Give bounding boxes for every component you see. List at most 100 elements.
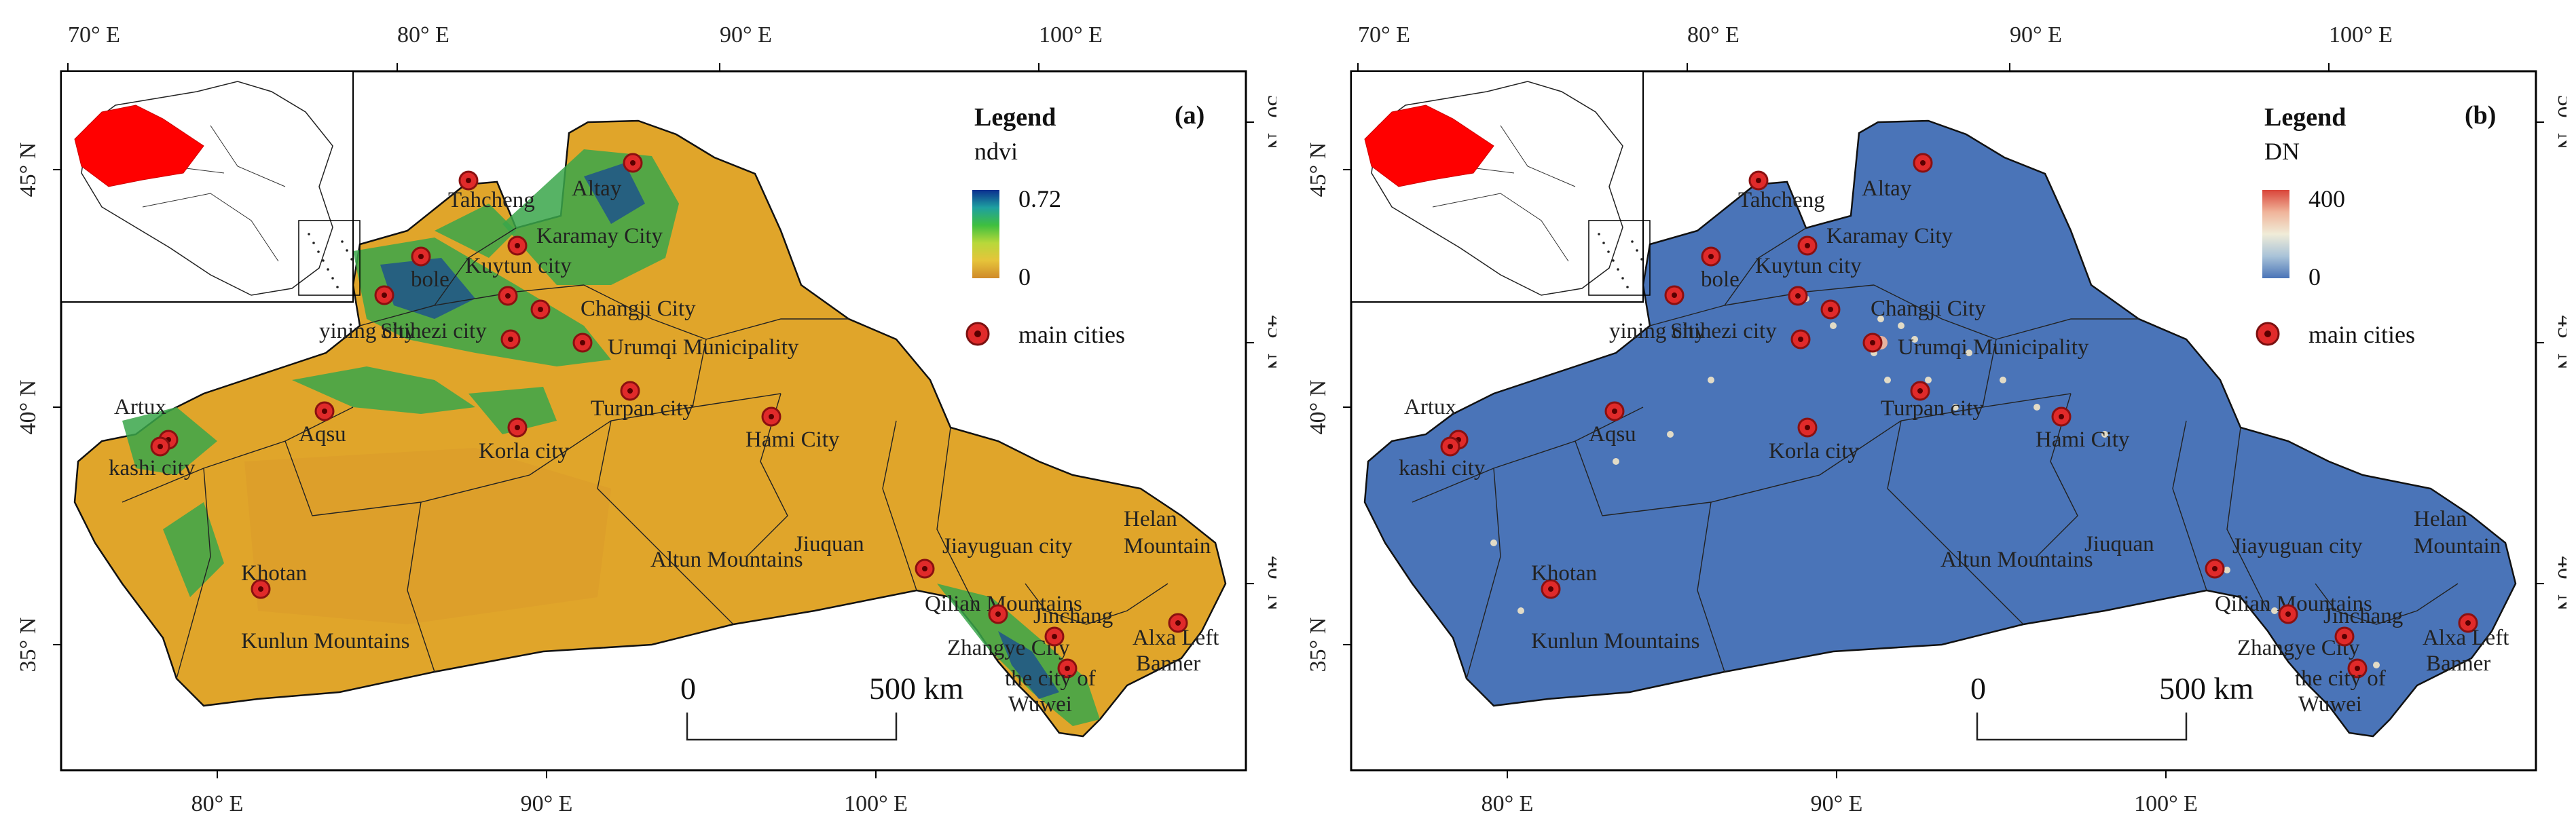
tick-label-left: 40° N <box>1306 380 1331 435</box>
city-label: Jinchang <box>1033 604 1113 628</box>
tick-label-left: 35° N <box>1306 618 1331 672</box>
city-label: Hami City <box>746 428 840 452</box>
prefecture-boundary <box>936 427 978 611</box>
scale-bar: 0 500 km <box>1970 671 2254 741</box>
scale-bar: 0 500 km <box>680 671 964 741</box>
dense-vegetation-patch <box>380 258 475 319</box>
place-label: Mountain <box>1124 534 1211 558</box>
city-label: bole <box>411 267 449 292</box>
prefecture-boundary <box>359 284 585 326</box>
tick-label-bottom: 100° E <box>844 791 908 816</box>
light-speck <box>2373 662 2380 668</box>
prefecture-boundary <box>1697 501 1725 672</box>
city-label: Banner <box>1136 651 1200 676</box>
tick-label-top: 90° E <box>2010 22 2062 48</box>
city-label: Kuytun city <box>465 254 572 278</box>
tick-label-top: 70° E <box>1358 22 1410 48</box>
prefecture-boundary <box>434 227 517 306</box>
prefecture-boundary <box>692 318 849 408</box>
location-inset <box>1350 71 1651 303</box>
panel-label: (b) <box>2465 101 2496 130</box>
city-label: Kuytun city <box>1755 254 1862 278</box>
light-speck <box>2000 377 2006 383</box>
city-label: Wuwei <box>2298 692 2362 717</box>
prefecture-boundary <box>1649 284 1875 326</box>
prefecture-boundary <box>1412 406 1644 503</box>
place-label: Mountain <box>2414 534 2501 558</box>
location-inset <box>60 71 361 303</box>
city-label: Hami City <box>2036 428 2130 452</box>
city-label: Wuwei <box>1008 692 1072 717</box>
place-label: Jiuquan <box>794 532 864 556</box>
city-label: yining city <box>1609 319 1706 343</box>
city-label: Changji City <box>1871 297 1986 321</box>
map-panel-a: 70° E 80° E 90° E 100° E 80° E 90° E 100° E 45°… <box>0 0 1276 834</box>
tick-label-bottom: 80° E <box>191 791 244 816</box>
place-label: Kunlun Mountains <box>241 629 409 653</box>
city-label: Jiayuguan city <box>2232 534 2363 558</box>
light-speck <box>1952 404 1959 411</box>
tick-label-right: 50° N <box>1263 95 1276 150</box>
city-label: Urumqi Municipality <box>608 335 799 360</box>
legend-max-label: 400 <box>2308 185 2345 212</box>
prefecture-boundary <box>1887 420 2024 625</box>
city-label: bole <box>1701 267 1740 292</box>
prefecture-boundary <box>1025 583 1169 625</box>
prefecture-boundary <box>529 393 781 476</box>
map-svg: 70° E 80° E 90° E 100° E 80° E 90° E 100° E 45°… <box>16 22 1276 816</box>
vegetation-patch <box>292 366 475 414</box>
tick-label-bottom: 90° E <box>1811 791 1863 816</box>
city-label: Karamay City <box>536 224 663 248</box>
city-label: Tahcheng <box>1738 188 1825 212</box>
light-speck <box>2271 607 2278 614</box>
tick-label-top: 100° E <box>2329 22 2393 48</box>
prefecture-boundary <box>2226 427 2268 611</box>
scale-zero-label: 0 <box>680 671 696 706</box>
prefecture-boundary <box>122 406 354 503</box>
tick-label-top: 80° E <box>397 22 449 48</box>
legend-cities-label: main cities <box>1018 321 1125 348</box>
legend-field: DN <box>2264 138 2300 165</box>
city-label: Shihezi city <box>380 319 487 343</box>
legend-color-ramp <box>2262 190 2289 278</box>
city-label: Khotan <box>241 561 307 586</box>
prefecture-boundary <box>284 440 530 516</box>
city-label: Jinchang <box>2323 604 2403 628</box>
city-label: Turpan city <box>1881 396 1984 421</box>
prefecture-boundary <box>176 468 211 679</box>
south-china-sea-inset <box>1588 220 1651 296</box>
city-label: Alxa Left <box>1133 626 1219 650</box>
place-label: Jiuquan <box>2084 532 2154 556</box>
scale-distance-label: 500 km <box>2159 671 2254 706</box>
city-label: the city of <box>1005 666 1096 691</box>
vegetation-patch <box>163 502 224 597</box>
city-label: Shihezi city <box>1670 319 1777 343</box>
city-label: Khotan <box>1531 561 1597 586</box>
legend-color-ramp <box>972 190 999 278</box>
city-label: Jiayuguan city <box>942 534 1073 558</box>
legend-cities-label: main cities <box>2308 321 2415 348</box>
city-label: Urumqi Municipality <box>1898 335 2089 360</box>
prefecture-boundary <box>2172 420 2207 591</box>
legend-min-label: 0 <box>2308 263 2321 290</box>
city-label: Korla city <box>479 439 569 463</box>
light-speck <box>1884 377 1891 383</box>
place-label: Kunlun Mountains <box>1531 629 1699 653</box>
city-label: Altay <box>1862 176 1912 201</box>
city-label: kashi city <box>109 456 196 480</box>
tick-label-right: 40° N <box>1263 556 1276 611</box>
light-speck <box>1613 458 1619 465</box>
prefecture-boundary <box>1724 227 1807 306</box>
place-label: Helan <box>2414 507 2467 531</box>
dense-vegetation-patch <box>998 631 1059 699</box>
city-label: Aqsu <box>1589 422 1636 447</box>
light-speck <box>2224 567 2230 573</box>
prefecture-boundary <box>1575 440 1820 516</box>
prefecture-boundary <box>597 420 734 625</box>
prefecture-boundary <box>1982 318 2139 408</box>
light-speck <box>1911 336 1918 343</box>
tick-label-right: 45° N <box>2553 316 2566 371</box>
place-label: Altun Mountains <box>650 548 803 572</box>
tick-label-top: 100° E <box>1039 22 1103 48</box>
